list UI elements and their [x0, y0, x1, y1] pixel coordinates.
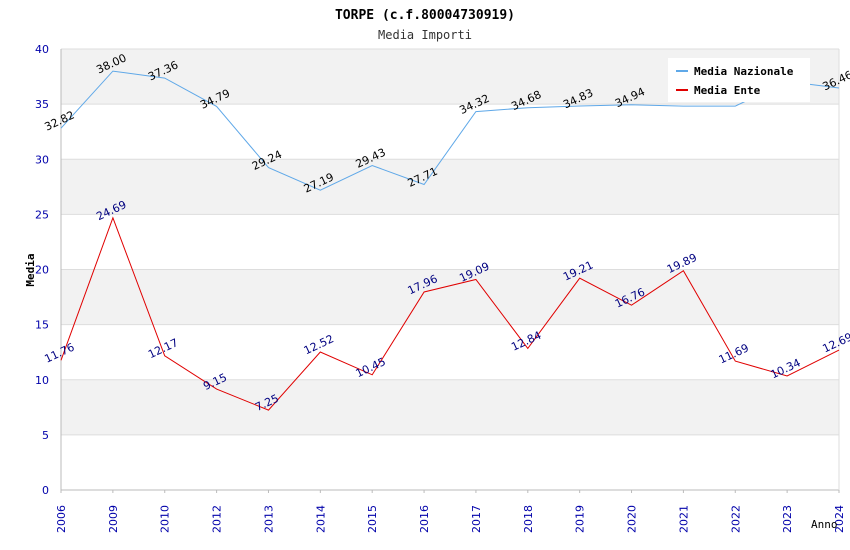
y-axis-label: Media	[24, 253, 37, 286]
legend: Media Nazionale Media Ente	[668, 58, 810, 102]
axes	[60, 49, 840, 493]
x-tick-label: 2024	[833, 505, 846, 533]
legend-label: Media Nazionale	[694, 65, 794, 78]
x-tick-label: 2023	[781, 505, 794, 533]
x-tick-label: 2019	[574, 505, 587, 533]
plot-background	[61, 49, 839, 490]
x-tick-label: 2020	[626, 505, 639, 533]
x-tick-labels: 2006 2009 2010 2012 2013 2014 2015 2016 2017 2018…	[55, 505, 846, 533]
legend-label: Media Ente	[694, 84, 761, 97]
x-tick-label: 2016	[418, 505, 431, 533]
band	[61, 159, 839, 215]
x-axis-label: Anno	[811, 518, 838, 531]
x-tick-label: 2018	[522, 505, 535, 533]
y-tick-label: 20	[35, 264, 49, 277]
y-tick-label: 5	[42, 429, 49, 442]
x-tick-label: 2012	[211, 505, 224, 533]
band	[61, 379, 839, 435]
x-tick-label: 2022	[729, 505, 742, 533]
x-tick-label: 2009	[107, 505, 120, 533]
legend-box	[668, 58, 810, 102]
x-tick-label: 2014	[314, 505, 327, 533]
x-tick-label: 2021	[677, 505, 690, 533]
band	[61, 104, 839, 160]
band	[61, 434, 839, 490]
y-tick-label: 0	[42, 484, 49, 497]
y-tick-label: 10	[35, 374, 49, 387]
y-tick-label: 40	[35, 43, 49, 56]
series-line-media-nazionale	[60, 70, 840, 191]
x-tick-label: 2017	[470, 505, 483, 533]
band	[61, 214, 839, 270]
x-tick-label: 2010	[159, 505, 172, 533]
y-tick-label: 15	[35, 319, 49, 332]
y-tick-label: 35	[35, 98, 49, 111]
chart-title: TORPE (c.f.80004730919)	[335, 8, 515, 23]
x-tick-label: 2015	[366, 505, 379, 533]
chart-subtitle: Media Importi	[378, 28, 472, 42]
y-tick-label: 25	[35, 208, 49, 221]
band	[61, 324, 839, 380]
x-tick-label: 2006	[55, 505, 68, 533]
series-lines	[60, 70, 840, 411]
x-tick-label: 2013	[262, 505, 275, 533]
series-line-media-ente	[60, 216, 840, 411]
y-tick-label: 30	[35, 153, 49, 166]
y-tick-labels: 0 5 10 15 20 25 30 35 40	[35, 43, 49, 497]
band	[61, 269, 839, 325]
